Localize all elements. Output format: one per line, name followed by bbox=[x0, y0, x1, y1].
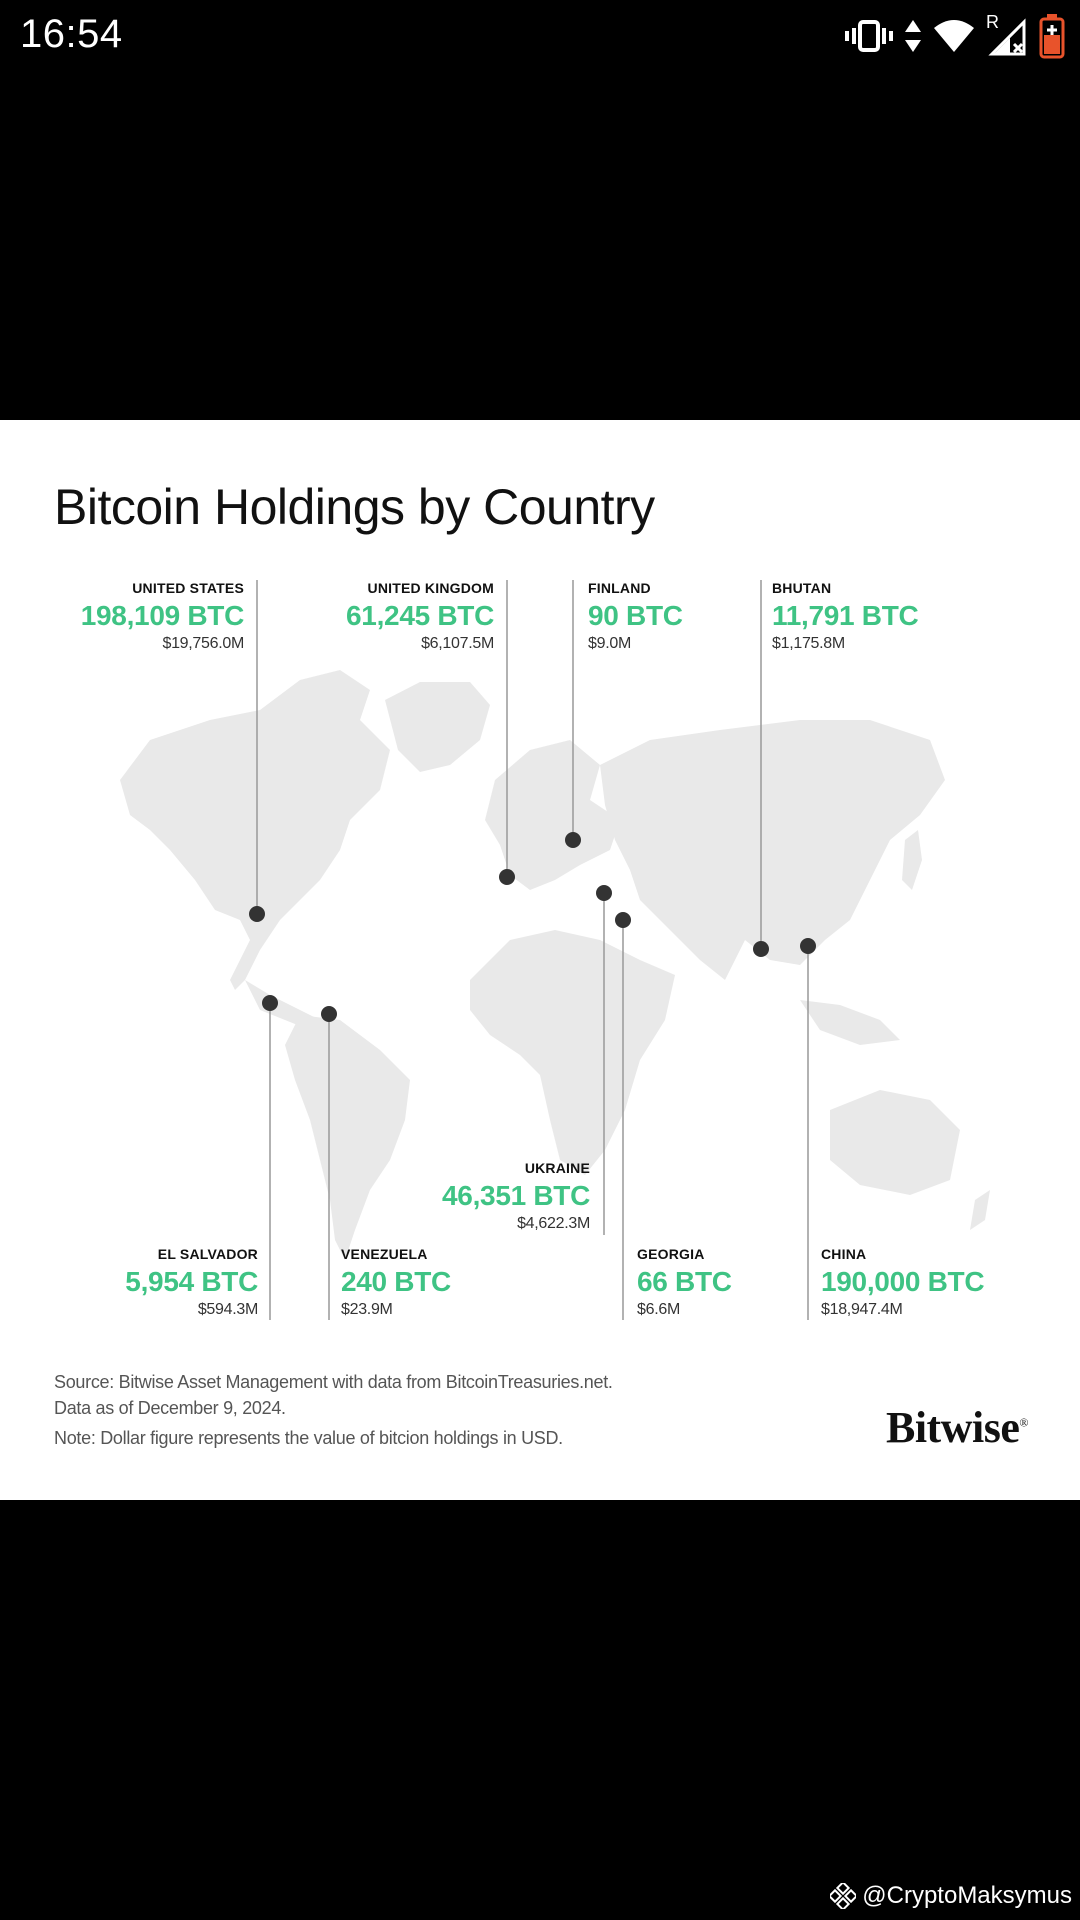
country-name: UNITED STATES bbox=[132, 580, 244, 596]
btc-amount: 5,954 BTC bbox=[125, 1266, 258, 1297]
usd-value: $6.6M bbox=[637, 1301, 680, 1318]
source-line: Source: Bitwise Asset Management with da… bbox=[54, 1372, 613, 1392]
label-china: CHINA 190,000 BTC $18,947.4M bbox=[821, 1246, 985, 1319]
note-line: Note: Dollar figure represents the value… bbox=[54, 1428, 563, 1448]
label-ukraine: UKRAINE 46,351 BTC $4,622.3M bbox=[442, 1160, 590, 1233]
brand-text: Bitwise bbox=[885, 1403, 1020, 1452]
usd-value: $4,622.3M bbox=[517, 1215, 590, 1232]
country-name: UKRAINE bbox=[524, 1160, 590, 1176]
marker-united-states bbox=[249, 906, 265, 922]
btc-amount: 240 BTC bbox=[341, 1266, 451, 1297]
binance-square-icon bbox=[830, 1883, 857, 1909]
usd-value: $6,107.5M bbox=[421, 635, 494, 652]
label-venezuela: VENEZUELA 240 BTC $23.9M bbox=[341, 1246, 451, 1319]
marker-bhutan bbox=[753, 941, 769, 957]
marker-el-salvador bbox=[262, 995, 278, 1011]
japan-shape bbox=[902, 830, 922, 890]
vibrate-icon bbox=[845, 20, 893, 52]
bitwise-logo: Bitwise® bbox=[886, 1402, 1028, 1453]
status-icons: R bbox=[844, 12, 1066, 60]
country-name: UNITED KINGDOM bbox=[367, 580, 494, 596]
status-time: 16:54 bbox=[20, 12, 123, 56]
infographic-image: Bitcoin Holdings by Country bbox=[0, 420, 1080, 1500]
btc-amount: 198,109 BTC bbox=[80, 600, 245, 631]
date-line: Data as of December 9, 2024. bbox=[54, 1398, 286, 1418]
country-name: GEORGIA bbox=[637, 1246, 705, 1262]
usd-value: $594.3M bbox=[197, 1301, 258, 1318]
marker-ukraine bbox=[596, 885, 612, 901]
new-zealand-shape bbox=[970, 1190, 990, 1230]
signal-icon: R bbox=[986, 12, 1028, 56]
country-name: FINLAND bbox=[588, 580, 651, 596]
south-america-shape bbox=[285, 1015, 410, 1260]
btc-amount: 11,791 BTC bbox=[772, 600, 919, 631]
country-name: EL SALVADOR bbox=[157, 1246, 258, 1262]
country-name: BHUTAN bbox=[772, 580, 832, 596]
watermark-handle: @CryptoMaksymus bbox=[862, 1882, 1072, 1909]
country-name: CHINA bbox=[821, 1246, 867, 1262]
usd-value: $9.0M bbox=[588, 635, 631, 652]
southeast-asia-shape bbox=[800, 1000, 900, 1045]
label-el-salvador: EL SALVADOR 5,954 BTC $594.3M bbox=[125, 1246, 258, 1319]
label-georgia: GEORGIA 66 BTC $6.6M bbox=[637, 1246, 732, 1319]
data-arrows-icon bbox=[905, 20, 921, 52]
usd-value: $1,175.8M bbox=[772, 635, 845, 652]
europe-shape bbox=[485, 740, 620, 890]
marker-united-kingdom bbox=[499, 869, 515, 885]
watermark: @CryptoMaksymus bbox=[830, 1882, 1072, 1910]
label-united-kingdom: UNITED KINGDOM 61,245 BTC $6,107.5M bbox=[346, 580, 494, 653]
australia-shape bbox=[830, 1090, 960, 1195]
greenland-shape bbox=[385, 682, 490, 772]
roaming-letter: R bbox=[986, 12, 999, 32]
world-map bbox=[120, 580, 990, 1320]
country-name: VENEZUELA bbox=[341, 1246, 428, 1262]
marker-finland bbox=[565, 832, 581, 848]
battery-charging-icon bbox=[1039, 14, 1065, 59]
label-finland: FINLAND 90 BTC $9.0M bbox=[588, 580, 683, 653]
btc-amount: 46,351 BTC bbox=[442, 1180, 590, 1211]
registered-mark: ® bbox=[1019, 1415, 1028, 1430]
marker-china bbox=[800, 938, 816, 954]
btc-amount: 66 BTC bbox=[637, 1266, 732, 1297]
usd-value: $18,947.4M bbox=[821, 1301, 903, 1318]
usd-value: $23.9M bbox=[341, 1301, 393, 1318]
label-united-states: UNITED STATES 198,109 BTC $19,756.0M bbox=[80, 580, 245, 653]
btc-amount: 61,245 BTC bbox=[346, 600, 494, 631]
btc-amount: 90 BTC bbox=[588, 600, 683, 631]
infographic-title: Bitcoin Holdings by Country bbox=[54, 479, 655, 535]
asia-shape bbox=[600, 720, 945, 980]
marker-georgia bbox=[615, 912, 631, 928]
north-america-shape bbox=[120, 670, 390, 990]
label-bhutan: BHUTAN 11,791 BTC $1,175.8M bbox=[772, 580, 919, 653]
wifi-icon bbox=[934, 20, 974, 52]
usd-value: $19,756.0M bbox=[162, 635, 244, 652]
btc-amount: 190,000 BTC bbox=[821, 1266, 985, 1297]
africa-shape bbox=[470, 930, 675, 1175]
marker-venezuela bbox=[321, 1006, 337, 1022]
status-bar: 16:54 R bbox=[0, 0, 1080, 72]
